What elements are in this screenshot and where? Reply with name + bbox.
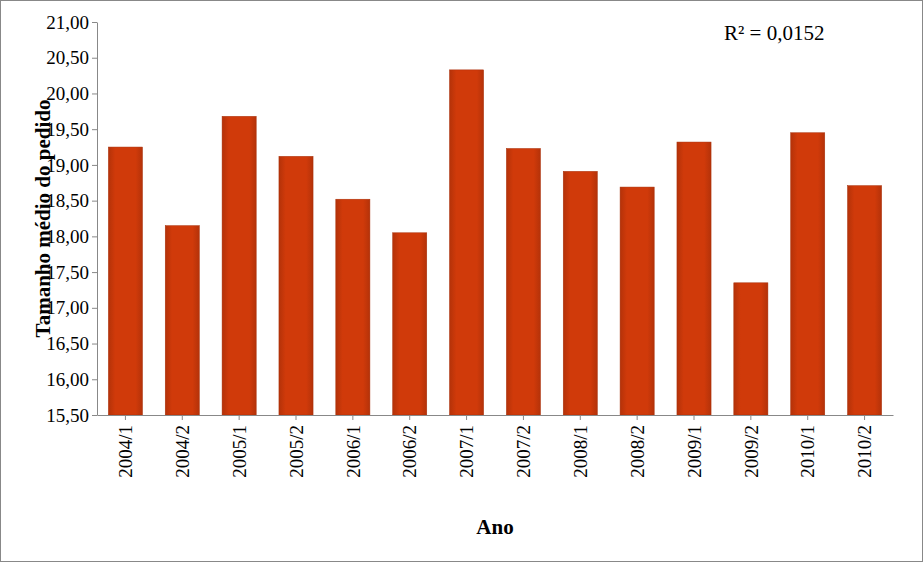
x-tick-mark [239,415,240,420]
x-tick-label: 2010/2 [854,425,875,478]
x-tick-mark [864,415,865,420]
y-tick-label: 15,50 [46,405,89,426]
x-tick: 2005/1 [229,415,250,478]
x-tick: 2004/2 [172,415,193,478]
x-tick: 2009/1 [684,415,705,478]
bar [222,116,256,415]
x-axis-line [98,415,894,416]
x-tick-label: 2009/1 [684,425,705,478]
bar [279,156,313,415]
y-tick: 21,00 [46,12,97,33]
y-tick-mark [92,344,97,345]
x-tick: 2010/1 [797,415,818,478]
x-tick-mark [466,415,467,420]
bar [108,147,142,415]
y-tick-mark [92,129,97,130]
y-tick-mark [92,22,97,23]
x-tick-label: 2004/1 [115,425,136,478]
x-tick-mark [694,415,695,420]
y-tick-mark [92,272,97,273]
bar [620,187,654,415]
y-tick-mark [92,201,97,202]
x-tick-mark [352,415,353,420]
bar [734,283,768,415]
y-tick-mark [92,58,97,59]
y-tick-mark [92,308,97,309]
x-tick-label: 2008/2 [627,425,648,478]
x-tick: 2005/2 [286,415,307,478]
y-tick-mark [92,93,97,94]
x-tick-mark [523,415,524,420]
x-tick-label: 2005/1 [229,425,250,478]
chart-frame [1,1,923,562]
y-tick: 20,50 [46,47,97,68]
x-tick: 2008/1 [570,415,591,478]
bar [506,148,540,415]
x-tick: 2010/2 [854,415,875,478]
x-tick-label: 2007/2 [513,425,534,478]
x-tick-mark [296,415,297,420]
annotation: R² = 0,0152 [724,21,824,45]
x-tick-label: 2006/2 [399,425,420,478]
x-tick-label: 2007/1 [456,425,477,478]
bars [108,70,881,415]
x-tick: 2004/1 [115,415,136,478]
x-tick-mark [409,415,410,420]
bar [336,199,370,415]
bar [165,226,199,415]
x-tick: 2008/2 [627,415,648,478]
bar [791,133,825,415]
y-tick-label: 16,00 [46,369,89,390]
y-tick-label: 21,00 [46,12,89,33]
bar [677,142,711,415]
x-tick-mark [807,415,808,420]
bar [563,171,597,415]
x-axis: 2004/1 2004/2 2005/1 2005/2 2006/1 2006/2 2007… [98,415,894,478]
x-tick: 2006/1 [343,415,364,478]
y-axis-title: Tamanho médio do pedido [31,100,55,338]
x-tick-mark [580,415,581,420]
x-tick-mark [637,415,638,420]
y-tick-mark [92,236,97,237]
x-tick-label: 2005/2 [286,425,307,478]
x-tick-label: 2008/1 [570,425,591,478]
x-tick: 2007/2 [513,415,534,478]
x-tick-mark [750,415,751,420]
bar [848,186,882,415]
x-axis-title: Ano [476,515,513,539]
x-tick-label: 2004/2 [172,425,193,478]
bar [450,70,484,415]
y-tick: 16,00 [46,369,97,390]
x-tick-label: 2006/1 [343,425,364,478]
x-tick-label: 2010/1 [797,425,818,478]
x-tick: 2006/2 [399,415,420,478]
chart: 15,5016,0016,5017,0017,5018,0018,5019,00… [0,0,923,562]
plot-area: 15,5016,0016,5017,0017,5018,0018,5019,00… [46,12,893,478]
x-tick-label: 2009/2 [741,425,762,478]
bar [393,233,427,415]
y-tick-mark [92,415,97,416]
y-tick-mark [92,165,97,166]
x-tick: 2009/2 [741,415,762,478]
y-tick: 15,50 [46,405,97,426]
x-tick: 2007/1 [456,415,477,478]
y-axis-line [97,23,98,416]
x-tick-mark [182,415,183,420]
x-tick-mark [125,415,126,420]
y-tick-label: 20,50 [46,47,89,68]
y-tick-mark [92,379,97,380]
